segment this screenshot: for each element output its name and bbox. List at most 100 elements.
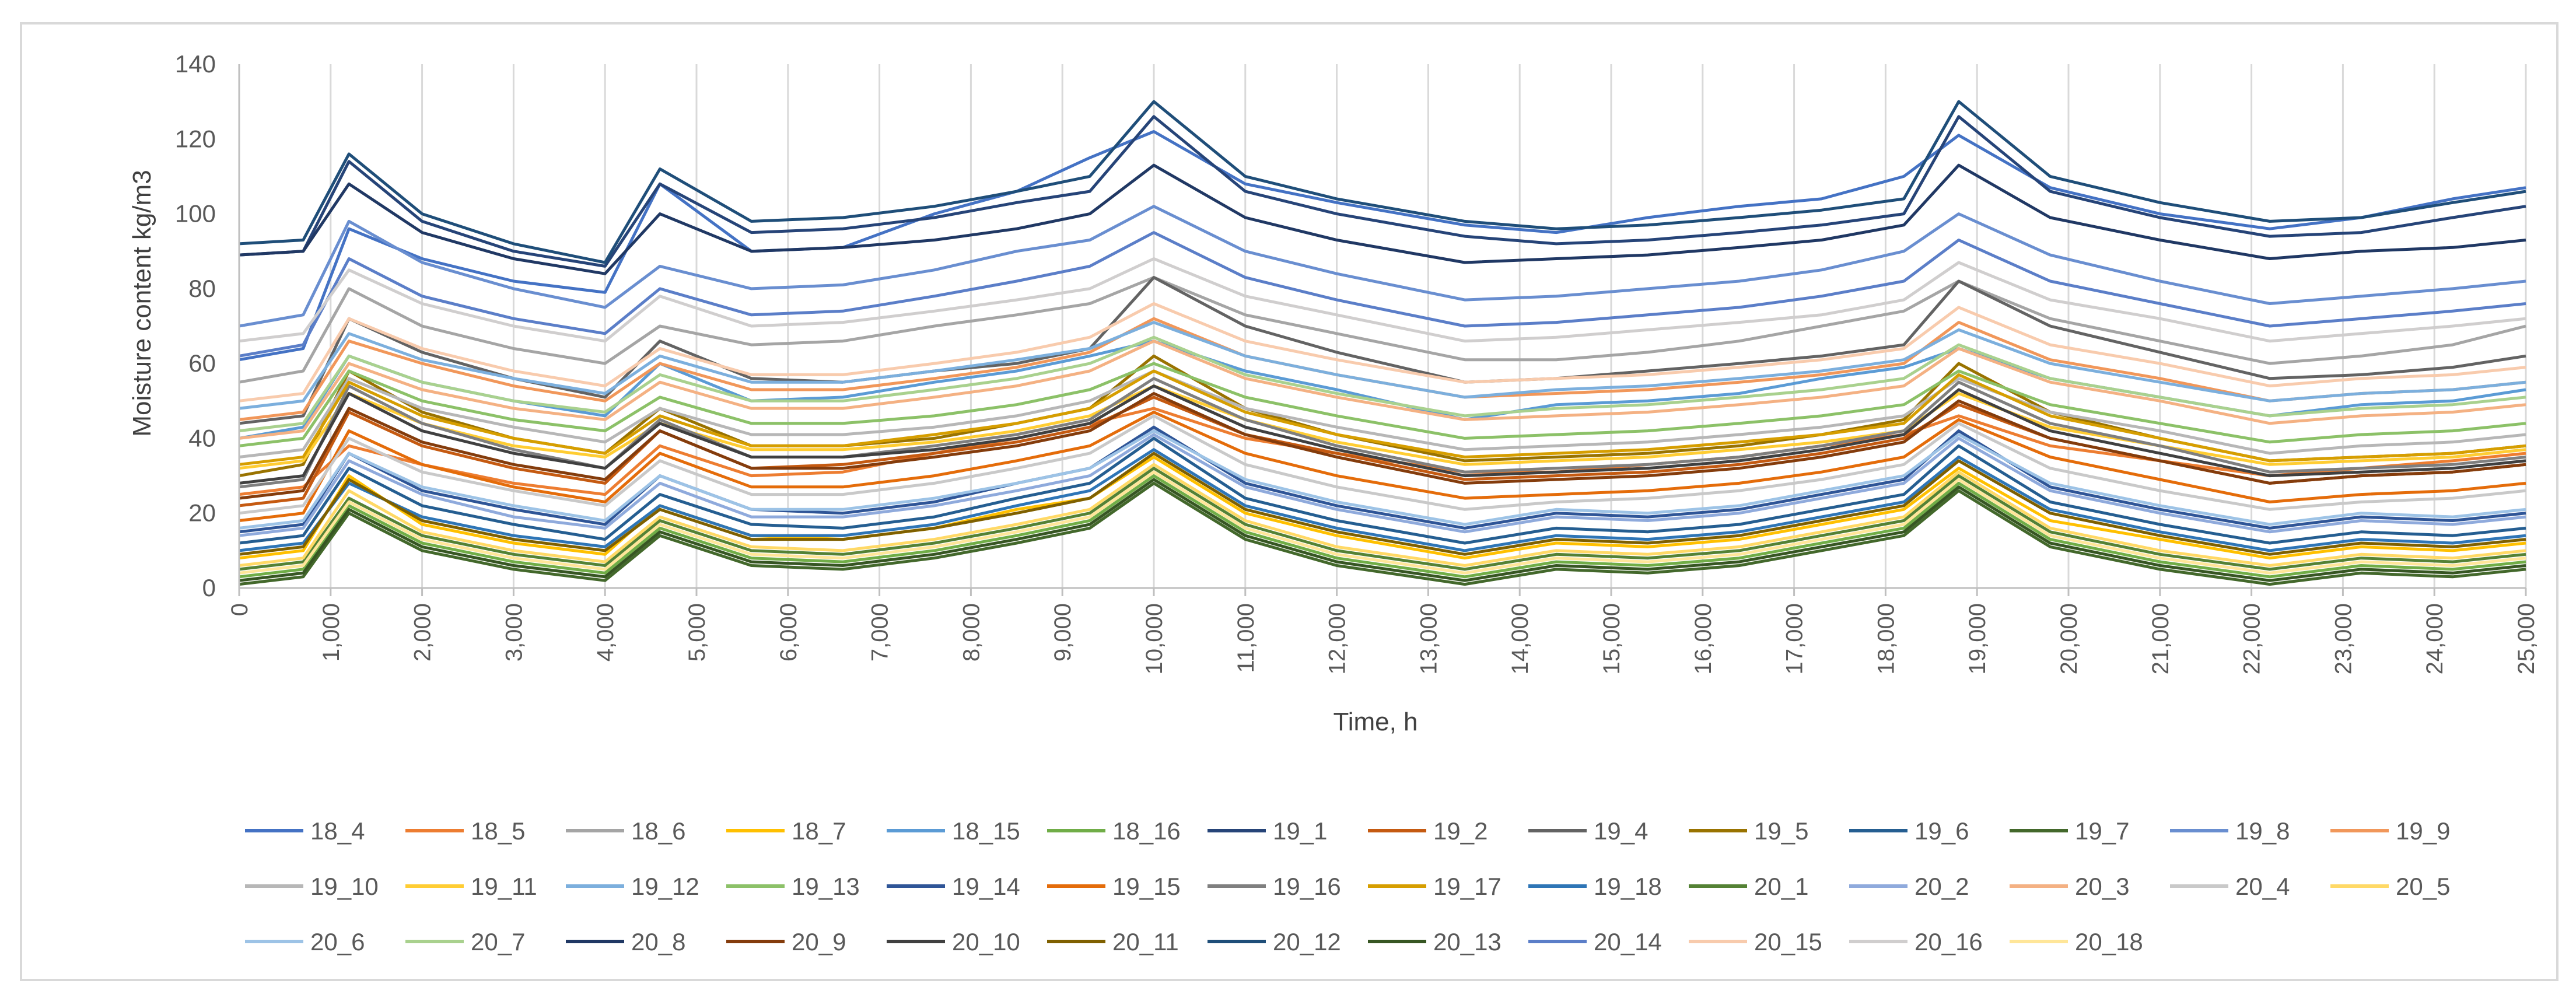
series-line-20_1: [239, 467, 2526, 571]
legend-item: 19_12: [566, 873, 699, 900]
series-line-19_14: [239, 425, 2526, 534]
legend-label: 19_17: [1433, 873, 1502, 900]
x-tick-label: 4,000: [593, 603, 618, 662]
series-line-20_18: [239, 470, 2526, 575]
series-line-20_6: [239, 429, 2526, 530]
x-tick-label: 7,000: [867, 603, 893, 662]
legend-label: 19_5: [1754, 817, 1808, 845]
legend-item: 19_15: [1047, 873, 1181, 900]
legend-item: 20_5: [2330, 873, 2450, 900]
series-line-20_9: [239, 392, 2526, 500]
series-line-20_16: [239, 257, 2526, 343]
series-line-18_4: [239, 130, 2526, 362]
series-line-18_16: [239, 474, 2526, 579]
y-tick-label: 140: [175, 50, 216, 78]
legend-label: 19_10: [310, 873, 379, 900]
legend-item: 20_12: [1208, 928, 1341, 956]
series-line-20_11: [239, 452, 2526, 556]
legend-label: 20_10: [952, 928, 1020, 956]
legend-label: 20_15: [1754, 928, 1822, 956]
legend-label: 18_6: [631, 817, 685, 845]
legend-label: 20_4: [2235, 873, 2290, 900]
x-tick-label: 18,000: [1873, 603, 1899, 674]
legend-item: 20_11: [1047, 928, 1179, 956]
x-tick-label: 21,000: [2148, 603, 2174, 674]
legend-item: 20_7: [405, 928, 525, 956]
legend-label: 20_7: [471, 928, 525, 956]
x-tick-label: 1,000: [318, 603, 344, 662]
legend-label: 20_1: [1754, 873, 1808, 900]
y-tick-label: 40: [188, 424, 216, 452]
x-tick-label: 10,000: [1142, 603, 1167, 674]
x-tick-label: 8,000: [958, 603, 984, 662]
legend-item: 20_15: [1689, 928, 1822, 956]
series-line-18_6: [239, 276, 2526, 384]
legend-label: 20_2: [1915, 873, 1969, 900]
legend-label: 20_18: [2075, 928, 2143, 956]
legend-item: 19_1: [1208, 817, 1327, 845]
x-tick-label: 14,000: [1507, 603, 1533, 674]
series-line-19_7: [239, 481, 2526, 586]
legend-label: 18_4: [310, 817, 365, 845]
legend-label: 20_3: [2075, 873, 2129, 900]
legend-item: 19_11: [405, 873, 537, 900]
x-tick-label: 3,000: [501, 603, 527, 662]
x-tick-label: 19,000: [1965, 603, 1990, 674]
series-line-19_13: [239, 362, 2526, 447]
legend-label: 19_9: [2396, 817, 2450, 845]
series-line-20_5: [239, 463, 2526, 567]
y-tick-label: 0: [202, 574, 216, 601]
legend-item: 20_16: [1849, 928, 1983, 956]
series-line-19_15: [239, 411, 2526, 522]
legend-label: 19_13: [792, 873, 860, 900]
legend-label: 19_2: [1433, 817, 1488, 845]
legend-item: 18_5: [405, 817, 525, 845]
legend-label: 19_7: [2075, 817, 2129, 845]
legend-label: 20_14: [1594, 928, 1662, 956]
series-line-19_1: [239, 115, 2526, 268]
x-tick-label: 20,000: [2056, 603, 2082, 674]
legend-item: 20_10: [887, 928, 1020, 956]
legend-label: 19_1: [1273, 817, 1327, 845]
legend-item: 19_9: [2330, 817, 2450, 845]
legend-label: 18_15: [952, 817, 1020, 845]
legend-item: 20_14: [1528, 928, 1662, 956]
legend-label: 19_16: [1273, 873, 1341, 900]
x-tick-label: 9,000: [1050, 603, 1076, 662]
legend-item: 20_8: [566, 928, 685, 956]
legend-item: 18_16: [1047, 817, 1181, 845]
series-line-19_11: [239, 384, 2526, 470]
series-line-18_7: [239, 456, 2526, 560]
series-line-19_16: [239, 377, 2526, 489]
legend-label: 19_12: [631, 873, 699, 900]
y-tick-label: 20: [188, 499, 216, 527]
y-tick-label: 120: [175, 125, 216, 152]
legend-item: 19_8: [2170, 817, 2290, 845]
legend-item: 19_6: [1849, 817, 1969, 845]
x-tick-label: 22,000: [2239, 603, 2265, 674]
y-axis-title: Moisture content kg/m3: [128, 170, 156, 436]
legend-item: 18_4: [245, 817, 365, 845]
legend-item: 19_7: [2010, 817, 2129, 845]
series-line-19_10: [239, 369, 2526, 459]
legend-item: 18_15: [887, 817, 1020, 845]
x-tick-label: 25,000: [2514, 603, 2539, 674]
legend: 18_4 18_5 18_6 18_7 18_15 18_16 19_1 19_2 19_4 19…: [245, 817, 2450, 956]
legend-label: 19_4: [1594, 817, 1648, 845]
series-line-19_18: [239, 448, 2526, 552]
x-tick-label: 0: [227, 603, 253, 616]
legend-item: 20_13: [1368, 928, 1502, 956]
series-line-20_15: [239, 302, 2526, 402]
legend-item: 19_10: [245, 873, 379, 900]
y-tick-label: 80: [188, 275, 216, 302]
legend-item: 20_3: [2010, 873, 2129, 900]
legend-item: 19_14: [887, 873, 1020, 900]
legend-label: 20_16: [1915, 928, 1983, 956]
legend-label: 20_5: [2396, 873, 2450, 900]
x-tick-label: 13,000: [1416, 603, 1441, 674]
legend-item: 20_2: [1849, 873, 1969, 900]
legend-item: 20_6: [245, 928, 365, 956]
x-tick-label: 17,000: [1782, 603, 1808, 674]
legend-item: 18_7: [726, 817, 846, 845]
legend-item: 19_2: [1368, 817, 1488, 845]
